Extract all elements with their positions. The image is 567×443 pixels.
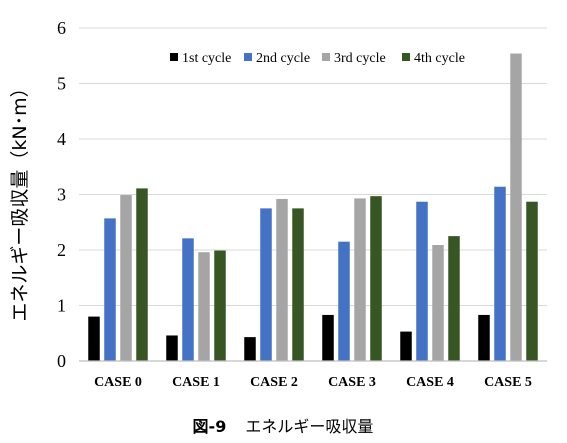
bar-case-5-1st-cycle (478, 314, 490, 361)
bar-case-3-4th-cycle (370, 196, 382, 361)
bar-case-1-2nd-cycle (182, 238, 194, 361)
bar-case-0-4th-cycle (136, 188, 148, 361)
legend-swatch (322, 53, 330, 61)
x-category-label: CASE 4 (406, 375, 454, 390)
bar-case-0-3rd-cycle (120, 195, 132, 361)
figure-title: エネルギー吸収量 (245, 417, 373, 436)
y-tick-label: 3 (57, 185, 66, 205)
category-labels: CASE 0 CASE 1 CASE 2 CASE 3 CASE 4 CASE 5 (94, 375, 532, 390)
bar-case-4-3rd-cycle (432, 245, 444, 361)
legend-swatch (244, 53, 252, 61)
x-category-label: CASE 5 (484, 375, 532, 390)
bar-case-5-3rd-cycle (510, 53, 522, 361)
bar-case-4-1st-cycle (400, 331, 412, 361)
bar-case-5-2nd-cycle (494, 186, 506, 361)
legend-label: 1st cycle (182, 51, 231, 66)
legend-swatch (402, 53, 410, 61)
legend-swatch (170, 53, 178, 61)
bar-case-3-1st-cycle (322, 314, 334, 361)
y-tick-label: 0 (57, 351, 66, 371)
x-category-label: CASE 0 (94, 375, 142, 390)
bar-case-5-4th-cycle (526, 201, 538, 361)
gridlines (79, 27, 547, 306)
figure-number: 図-9 (193, 417, 227, 436)
bar-case-0-2nd-cycle (104, 218, 116, 361)
bar-case-1-4th-cycle (214, 250, 226, 361)
x-category-label: CASE 2 (250, 375, 298, 390)
legend: 1st cycle 2nd cycle 3rd cycle 4th cycle (170, 51, 465, 66)
bar-case-2-3rd-cycle (276, 198, 288, 361)
figure-caption: 図-9 エネルギー吸収量 (193, 417, 374, 436)
bar-case-2-4th-cycle (292, 208, 304, 361)
bar-case-0-1st-cycle (88, 316, 100, 361)
y-tick-label: 4 (57, 129, 66, 149)
y-tick-label: 1 (57, 296, 66, 316)
bar-case-1-1st-cycle (166, 335, 178, 361)
y-tick-label: 5 (57, 74, 66, 94)
bar-case-2-1st-cycle (244, 337, 256, 361)
y-axis-label: エネルギー吸収量（kN･m） (9, 78, 31, 321)
bar-case-3-2nd-cycle (338, 241, 350, 361)
legend-label: 2nd cycle (256, 51, 310, 66)
legend-label: 4th cycle (414, 51, 465, 66)
bar-case-4-2nd-cycle (416, 201, 428, 361)
y-tick-label: 6 (57, 18, 66, 38)
bar-case-4-4th-cycle (448, 236, 460, 361)
x-category-label: CASE 1 (172, 375, 220, 390)
y-axis-ticks: 0 1 2 3 4 5 6 (57, 18, 66, 371)
bar-case-2-2nd-cycle (260, 208, 272, 361)
bar-case-1-3rd-cycle (198, 252, 210, 361)
bars (88, 53, 538, 361)
legend-label: 3rd cycle (334, 51, 386, 66)
y-tick-label: 2 (57, 240, 66, 260)
bar-case-3-3rd-cycle (354, 198, 366, 361)
x-category-label: CASE 3 (328, 375, 376, 390)
